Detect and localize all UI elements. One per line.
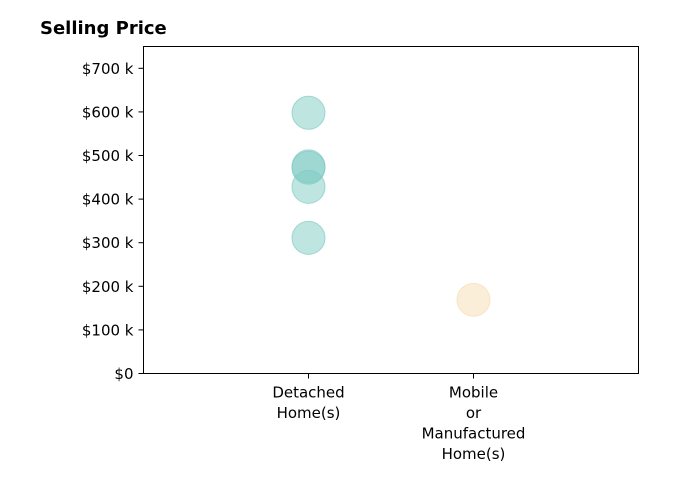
y-tick-label: $600 k: [82, 103, 134, 121]
chart-title: Selling Price: [40, 18, 167, 39]
y-tick-label: $400 k: [82, 191, 134, 209]
data-points: [291, 95, 491, 317]
y-axis: $0 $100 k $200 k $300 k $400 k $500 k $600 k $7…: [82, 60, 144, 383]
data-point: [291, 220, 326, 255]
x-tick-label: Mobile or Manufactured Home(s): [422, 384, 526, 464]
y-tick-label: $700 k: [82, 60, 134, 78]
plot-frame: [143, 46, 639, 374]
data-point: [291, 95, 326, 130]
data-point: [291, 169, 326, 204]
y-tick-label: $500 k: [82, 147, 134, 165]
y-tick-label: $100 k: [82, 321, 134, 339]
y-tick-label: $0: [114, 365, 133, 383]
data-point: [456, 282, 491, 317]
y-tick-label: $200 k: [82, 278, 134, 296]
x-tick-label: Detached Home(s): [272, 384, 344, 423]
x-axis: Detached Home(s) Mobile or Manufactured Home(…: [272, 373, 526, 464]
y-tick-label: $300 k: [82, 234, 134, 252]
